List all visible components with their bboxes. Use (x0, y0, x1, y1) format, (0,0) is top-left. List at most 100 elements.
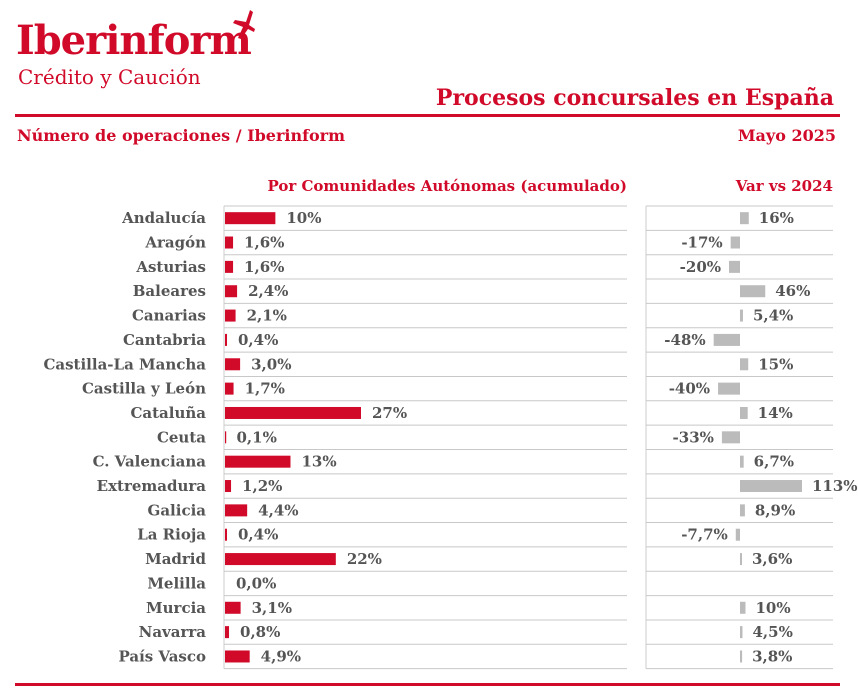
variation-data-label: 14% (758, 404, 793, 422)
share-bar (225, 455, 291, 468)
variation-data-label: 5,4% (753, 307, 793, 325)
variation-bar (740, 650, 743, 663)
share-data-label: 3,1% (252, 599, 292, 617)
share-bar (225, 528, 228, 541)
share-data-label: 10% (286, 209, 321, 227)
share-bar (225, 358, 241, 371)
category-label: Melilla (147, 574, 206, 592)
share-data-label: 0,4% (238, 331, 278, 349)
variation-bar (730, 236, 740, 249)
variation-bar (740, 601, 746, 614)
category-label: Baleares (133, 282, 206, 300)
share-bar (225, 480, 232, 493)
category-label: País Vasco (118, 647, 206, 665)
variation-data-label: -40% (669, 380, 710, 398)
category-label: Cataluña (130, 404, 206, 422)
header-divider (15, 114, 840, 117)
page-title: Procesos concursales en España (435, 85, 834, 111)
category-label: Aragón (144, 234, 206, 252)
share-data-label: 27% (372, 404, 407, 422)
variation-bar (740, 504, 745, 517)
variation-data-label: 3,6% (752, 550, 792, 568)
variation-data-label: 8,9% (755, 501, 795, 519)
share-data-label: 13% (301, 453, 336, 471)
share-data-label: 1,6% (244, 258, 284, 276)
variation-data-label: 4,5% (752, 623, 792, 641)
category-label: Madrid (145, 550, 206, 568)
variation-data-label: -7,7% (681, 526, 728, 544)
category-label: La Rioja (137, 526, 206, 544)
share-data-label: 0,4% (238, 526, 278, 544)
brand-subtitle: Crédito y Caución (18, 65, 201, 89)
category-label: Asturias (135, 258, 206, 276)
share-bar (225, 382, 234, 395)
share-data-label: 0,1% (237, 428, 277, 446)
variation-bar (740, 406, 748, 419)
variation-data-label: -48% (664, 331, 705, 349)
share-data-label: 0,0% (236, 574, 276, 592)
category-label: Canarias (132, 307, 206, 325)
variation-data-label: -33% (673, 428, 714, 446)
category-label: Castilla y León (82, 380, 206, 398)
share-data-label: 4,4% (258, 501, 298, 519)
variation-bar (740, 358, 749, 371)
share-bar (225, 431, 227, 444)
variation-data-label: 113% (812, 477, 858, 495)
variation-bar (713, 333, 740, 346)
share-data-label: 2,1% (247, 307, 287, 325)
category-label: Castilla-La Mancha (43, 355, 206, 373)
category-label: C. Valenciana (93, 453, 207, 471)
share-bar (225, 285, 238, 298)
category-label: Galicia (148, 501, 207, 519)
variation-bar (740, 626, 743, 639)
variation-data-label: -20% (680, 258, 721, 276)
share-bar (225, 236, 234, 249)
chart-title-variation: Var vs 2024 (735, 177, 833, 195)
report-date: Mayo 2025 (737, 126, 836, 145)
share-bar (225, 601, 241, 614)
variation-data-label: 10% (755, 599, 790, 617)
variation-bar (740, 212, 749, 225)
share-bar (225, 212, 276, 225)
share-data-label: 1,7% (245, 380, 285, 398)
category-label: Navarra (139, 623, 207, 641)
category-label: Extremadura (97, 477, 207, 495)
variation-data-label: -17% (681, 234, 722, 252)
variation-bar (740, 455, 744, 468)
variation-data-label: 16% (759, 209, 794, 227)
share-data-label: 1,2% (242, 477, 282, 495)
plane-logo-icon (233, 10, 255, 39)
share-bar (225, 626, 230, 639)
category-label: Andalucía (121, 209, 206, 227)
variation-bar (740, 553, 742, 566)
variation-bar (718, 382, 740, 395)
variation-data-label: 15% (758, 355, 793, 373)
variation-data-label: 3,8% (752, 647, 792, 665)
brand-logo-text: Iberinform (16, 17, 252, 64)
page-subtitle: Número de operaciones / Iberinform (17, 126, 346, 145)
share-bar (225, 333, 228, 346)
share-data-label: 2,4% (248, 282, 288, 300)
category-label: Murcia (146, 599, 206, 617)
footer-divider (15, 683, 840, 686)
variation-data-label: 6,7% (754, 453, 794, 471)
share-bar (225, 309, 236, 322)
share-bar (225, 406, 361, 419)
variation-bar (740, 285, 766, 298)
variation-bar (740, 309, 743, 322)
share-bar (225, 650, 250, 663)
category-label: Ceuta (157, 428, 206, 446)
variation-bar (721, 431, 740, 444)
variation-data-label: 46% (775, 282, 810, 300)
share-data-label: 0,8% (240, 623, 280, 641)
variation-bar (729, 260, 740, 273)
variation-bar (735, 528, 740, 541)
share-bar (225, 504, 248, 517)
share-bar (225, 260, 234, 273)
variation-bar (740, 480, 802, 493)
share-data-label: 4,9% (261, 647, 301, 665)
share-data-label: 1,6% (244, 234, 284, 252)
share-data-label: 3,0% (251, 355, 291, 373)
share-data-label: 22% (347, 550, 382, 568)
